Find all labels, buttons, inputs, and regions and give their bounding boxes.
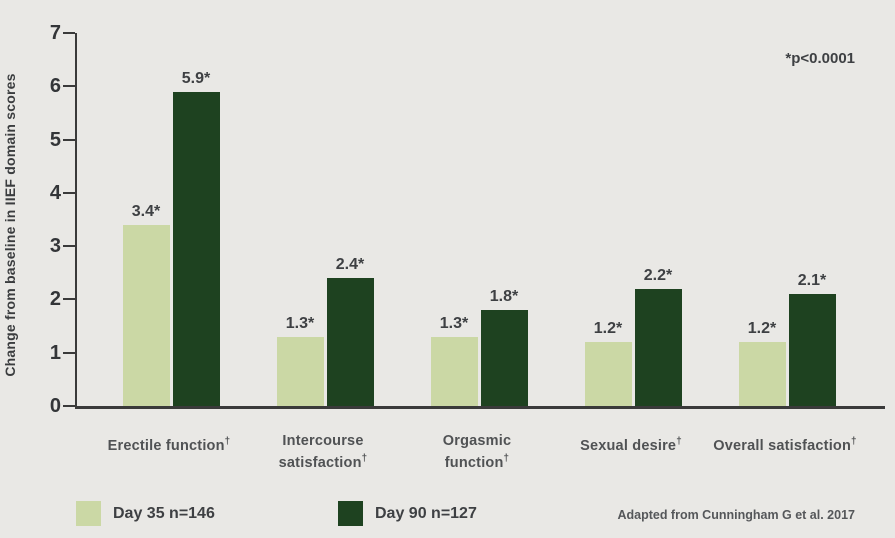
source-note: Adapted from Cunningham G et al. 2017	[617, 508, 855, 522]
pvalue-annotation: *p<0.0001	[785, 50, 855, 67]
bar-series1-cat2	[480, 310, 528, 406]
value-label-series1-cat1: 2.4*	[335, 256, 365, 274]
y-tick-4	[63, 191, 75, 194]
y-tick-2	[63, 298, 75, 301]
legend-label-day90: Day 90 n=127	[375, 504, 477, 522]
bar-col-series1-cat4: 2.1*	[788, 33, 836, 406]
value-label-series0-cat2: 1.3*	[439, 314, 469, 332]
bar-series0-cat2	[430, 336, 478, 406]
value-label-series0-cat3: 1.2*	[593, 320, 623, 338]
legend-item-day90: Day 90 n=127	[338, 501, 477, 526]
bar-col-series1-cat0: 5.9*	[172, 33, 220, 406]
bar-series0-cat4	[738, 342, 786, 406]
y-tick-label-5: 5	[49, 128, 61, 151]
bar-group-1: 1.3* 2.4*	[276, 33, 374, 406]
value-label-series0-cat4: 1.2*	[747, 320, 777, 338]
legend-label-day35: Day 35 n=146	[113, 504, 215, 522]
legend-item-day35: Day 35 n=146	[76, 501, 215, 526]
bar-group-2: 1.3* 1.8*	[430, 33, 528, 406]
y-axis-title-text: Change from baseline in IIEF domain scor…	[2, 73, 18, 377]
y-tick-label-1: 1	[49, 341, 61, 364]
y-tick-label-6: 6	[49, 75, 61, 98]
y-tick-label-4: 4	[49, 181, 61, 204]
category-label-0: Erectile function†	[107, 436, 231, 454]
y-tick-label-3: 3	[49, 235, 61, 258]
bar-col-series1-cat3: 2.2*	[634, 33, 682, 406]
y-tick-0	[63, 405, 75, 407]
bar-col-series1-cat2: 1.8*	[480, 33, 528, 406]
value-label-series1-cat2: 1.8*	[489, 288, 519, 306]
category-label-3: Sexual desire†	[580, 436, 682, 454]
bar-col-series1-cat1: 2.4*	[326, 33, 374, 406]
y-tick-label-2: 2	[49, 288, 61, 311]
bar-series1-cat0	[172, 91, 220, 406]
bar-series1-cat1	[326, 278, 374, 406]
y-tick-5	[63, 138, 75, 141]
bar-group-0: 3.4* 5.9*	[122, 33, 220, 406]
bar-series1-cat3	[634, 288, 682, 406]
bar-series0-cat3	[584, 342, 632, 406]
value-label-series0-cat0: 3.4*	[131, 202, 161, 220]
y-tick-label-7: 7	[49, 22, 61, 44]
legend-swatch-day90	[338, 501, 363, 526]
bar-series0-cat1	[276, 336, 324, 406]
category-label-2: Orgasmic function†	[442, 433, 512, 471]
legend-swatch-day35	[76, 501, 101, 526]
bar-col-series0-cat1: 1.3*	[276, 33, 324, 406]
bar-series0-cat0	[122, 224, 170, 406]
y-tick-3	[63, 245, 75, 248]
bar-col-series0-cat4: 1.2*	[738, 33, 786, 406]
bar-group-3: 1.2* 2.2*	[584, 33, 682, 406]
value-label-series1-cat4: 2.1*	[797, 272, 827, 290]
bar-col-series0-cat2: 1.3*	[430, 33, 478, 406]
value-label-series0-cat1: 1.3*	[285, 314, 315, 332]
category-label-4: Overall satisfaction†	[713, 436, 857, 454]
bar-col-series0-cat3: 1.2*	[584, 33, 632, 406]
y-tick-label-0: 0	[49, 395, 61, 417]
y-tick-6	[63, 85, 75, 88]
y-tick-1	[63, 351, 75, 354]
plot-area: 0 1 2 3 4 5 6 7 3.4* 5.9* 1.3* 2.4* 1.3* 1.8* 1.2* 2.2*…	[50, 22, 885, 417]
bar-col-series0-cat0: 3.4*	[122, 33, 170, 406]
category-label-1: Intercourse satisfaction†	[278, 433, 368, 471]
y-tick-7	[63, 32, 75, 34]
value-label-series1-cat3: 2.2*	[643, 266, 673, 284]
bar-group-4: 1.2* 2.1*	[738, 33, 836, 406]
value-label-series1-cat0: 5.9*	[181, 69, 211, 87]
bar-series1-cat4	[788, 294, 836, 406]
